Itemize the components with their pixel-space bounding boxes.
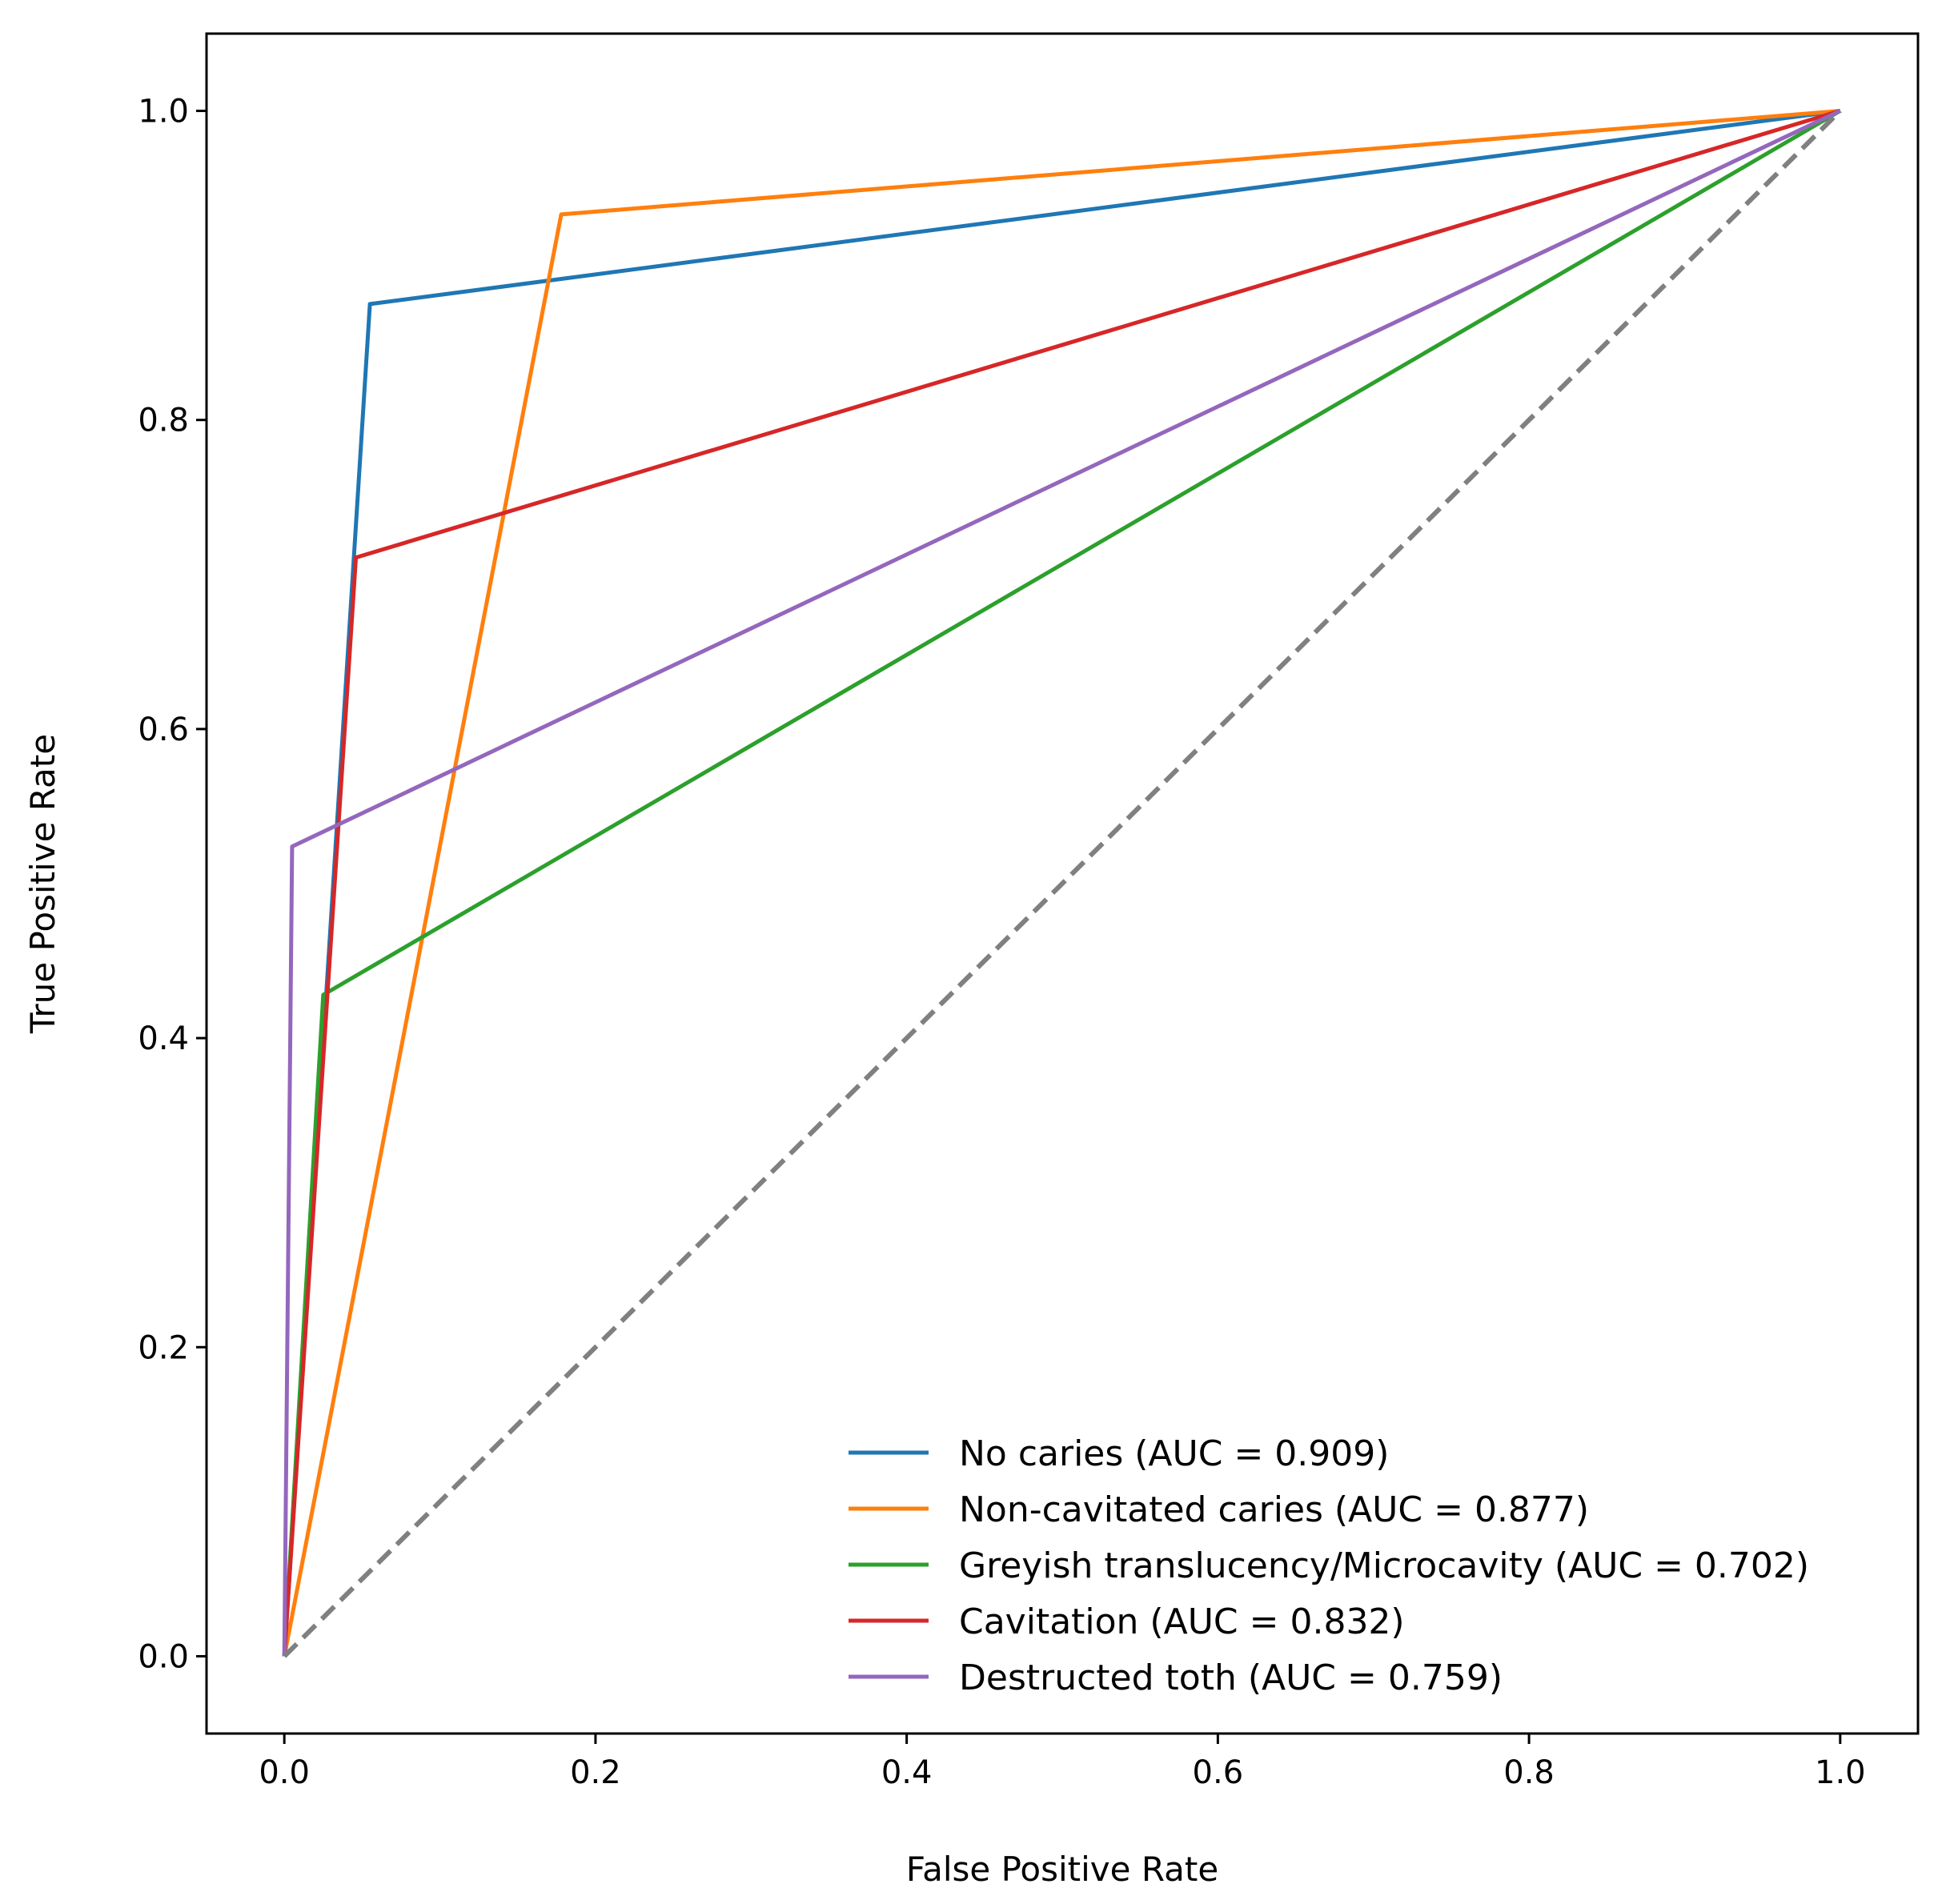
y-tick-label: 0.6 [138,711,189,748]
x-tick-label: 0.2 [570,1754,621,1791]
y-tick-label: 0.4 [138,1020,189,1057]
y-tick-label: 1.0 [138,94,189,130]
x-tick-label: 0.8 [1503,1754,1555,1791]
x-tick-label: 0.4 [881,1754,933,1791]
series-line-5 [282,109,1841,1657]
legend: No caries (AUC = 0.909) Non-cavitated car… [849,1433,1809,1698]
series-line-2 [282,109,1841,1657]
y-tick-label: 0.8 [138,403,189,439]
series-line-4 [282,109,1841,1657]
chance-diagonal-line [283,109,1842,1658]
x-tick-label: 1.0 [1815,1754,1866,1791]
y-tick-label: 0.2 [138,1329,189,1366]
legend-entry-label: Destructed toth (AUC = 0.759) [959,1657,1503,1698]
x-tick-label: 0.0 [259,1754,310,1791]
series-layer [282,109,1842,1658]
y-tick-label: 0.0 [138,1638,189,1675]
plot-frame [205,32,1920,1735]
x-tick-label: 0.6 [1193,1754,1244,1791]
ticks-layer: 0.0 0.2 0.4 0.6 0.8 1.0 0.0 0.2 0.4 0.6 0.8 1.0 [138,94,1865,1791]
x-axis-label: False Positive Rate [906,1850,1218,1889]
legend-entry-label: Cavitation (AUC = 0.832) [959,1601,1405,1642]
legend-entry-label: Non-cavitated caries (AUC = 0.877) [959,1489,1589,1530]
legend-entry-label: No caries (AUC = 0.909) [959,1433,1389,1474]
y-axis-label: True Positive Rate [23,734,62,1034]
legend-entry-label: Greyish translucency/Microcavity (AUC = … [959,1545,1809,1586]
